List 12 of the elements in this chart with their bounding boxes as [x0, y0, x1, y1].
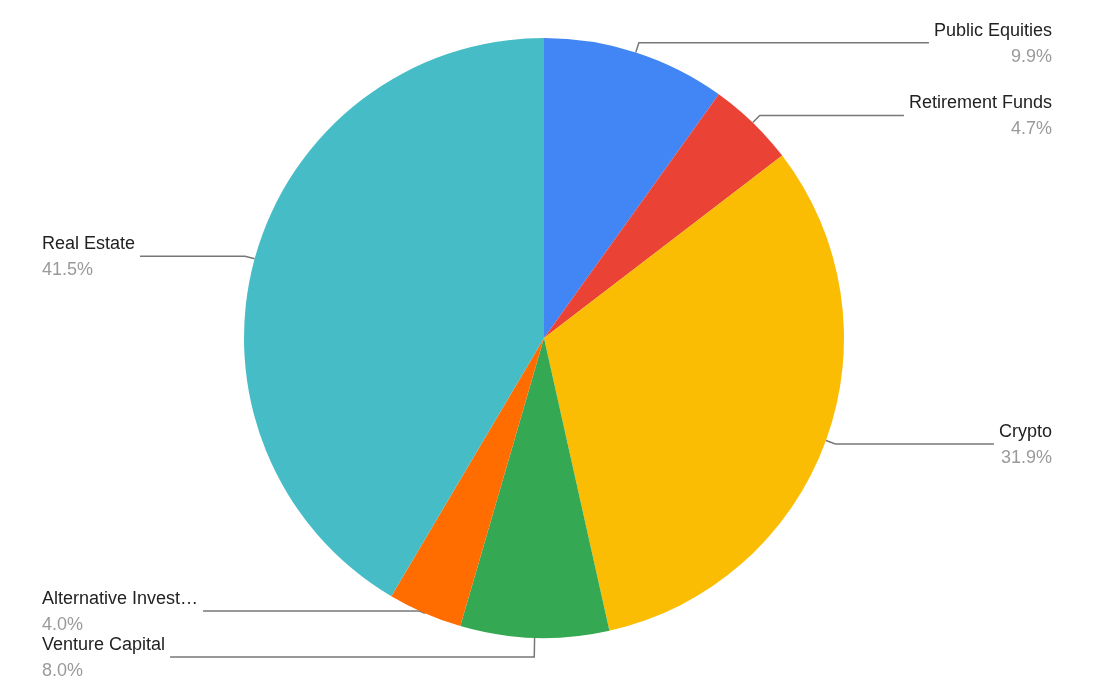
slice-label: Alternative Invest… — [42, 588, 199, 608]
slice-label: Public Equities — [933, 19, 1052, 40]
data-label: 41.5% — [42, 259, 94, 280]
data-label: 4.7% — [1010, 118, 1052, 139]
data-label: 4.0% — [42, 614, 84, 634]
slice-label: Venture Capital — [42, 634, 166, 654]
data-label: 8.0% — [42, 660, 84, 680]
slice-label: Retirement Funds — [908, 92, 1052, 113]
slice-label: Real Estate — [42, 233, 136, 254]
slice-label: Crypto — [998, 420, 1052, 441]
data-label: 31.9% — [1000, 446, 1052, 467]
data-label: 9.9% — [1010, 45, 1052, 66]
